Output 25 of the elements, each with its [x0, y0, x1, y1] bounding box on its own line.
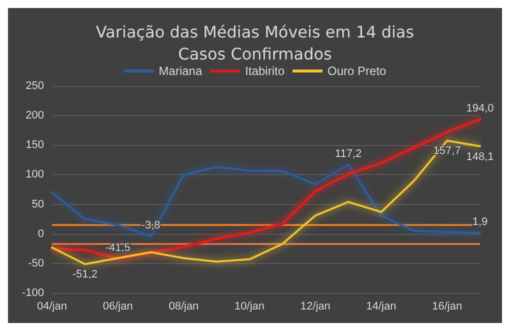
data-label: -51,2	[72, 268, 98, 281]
x-tick-label: 10/jan	[234, 300, 265, 312]
y-tick-label: 150	[26, 139, 44, 152]
y-tick-label: 250	[26, 80, 44, 92]
data-label: 1,9	[472, 216, 488, 228]
legend-label: Ouro Preto	[328, 64, 387, 78]
legend-label: Mariana	[158, 64, 202, 78]
x-tick-label: 08/jan	[168, 300, 199, 312]
y-tick-label: -100	[22, 287, 44, 299]
data-label: -41,5	[105, 242, 130, 254]
x-tick-label: 06/jan	[102, 300, 133, 312]
y-tick-label: 200	[26, 110, 44, 122]
x-tick-label: 04/jan	[37, 300, 67, 312]
data-label: 194,0	[466, 102, 494, 115]
y-tick-label: 0	[38, 228, 44, 240]
legend-label: Itabirito	[245, 64, 285, 78]
y-tick-label: 50	[32, 198, 44, 210]
data-label: 117,2	[334, 148, 362, 160]
data-label: 148,1	[466, 150, 494, 163]
x-tick-label: 12/jan	[300, 300, 330, 312]
y-tick-label: 100	[26, 168, 44, 181]
x-tick-label: 16/jan	[432, 300, 462, 312]
y-tick-label: -50	[28, 257, 44, 270]
x-tick-label: 14/jan	[366, 300, 396, 312]
chart-title: Variação das Médias Móveis em 14 dias Casos Confirmados	[96, 22, 414, 64]
